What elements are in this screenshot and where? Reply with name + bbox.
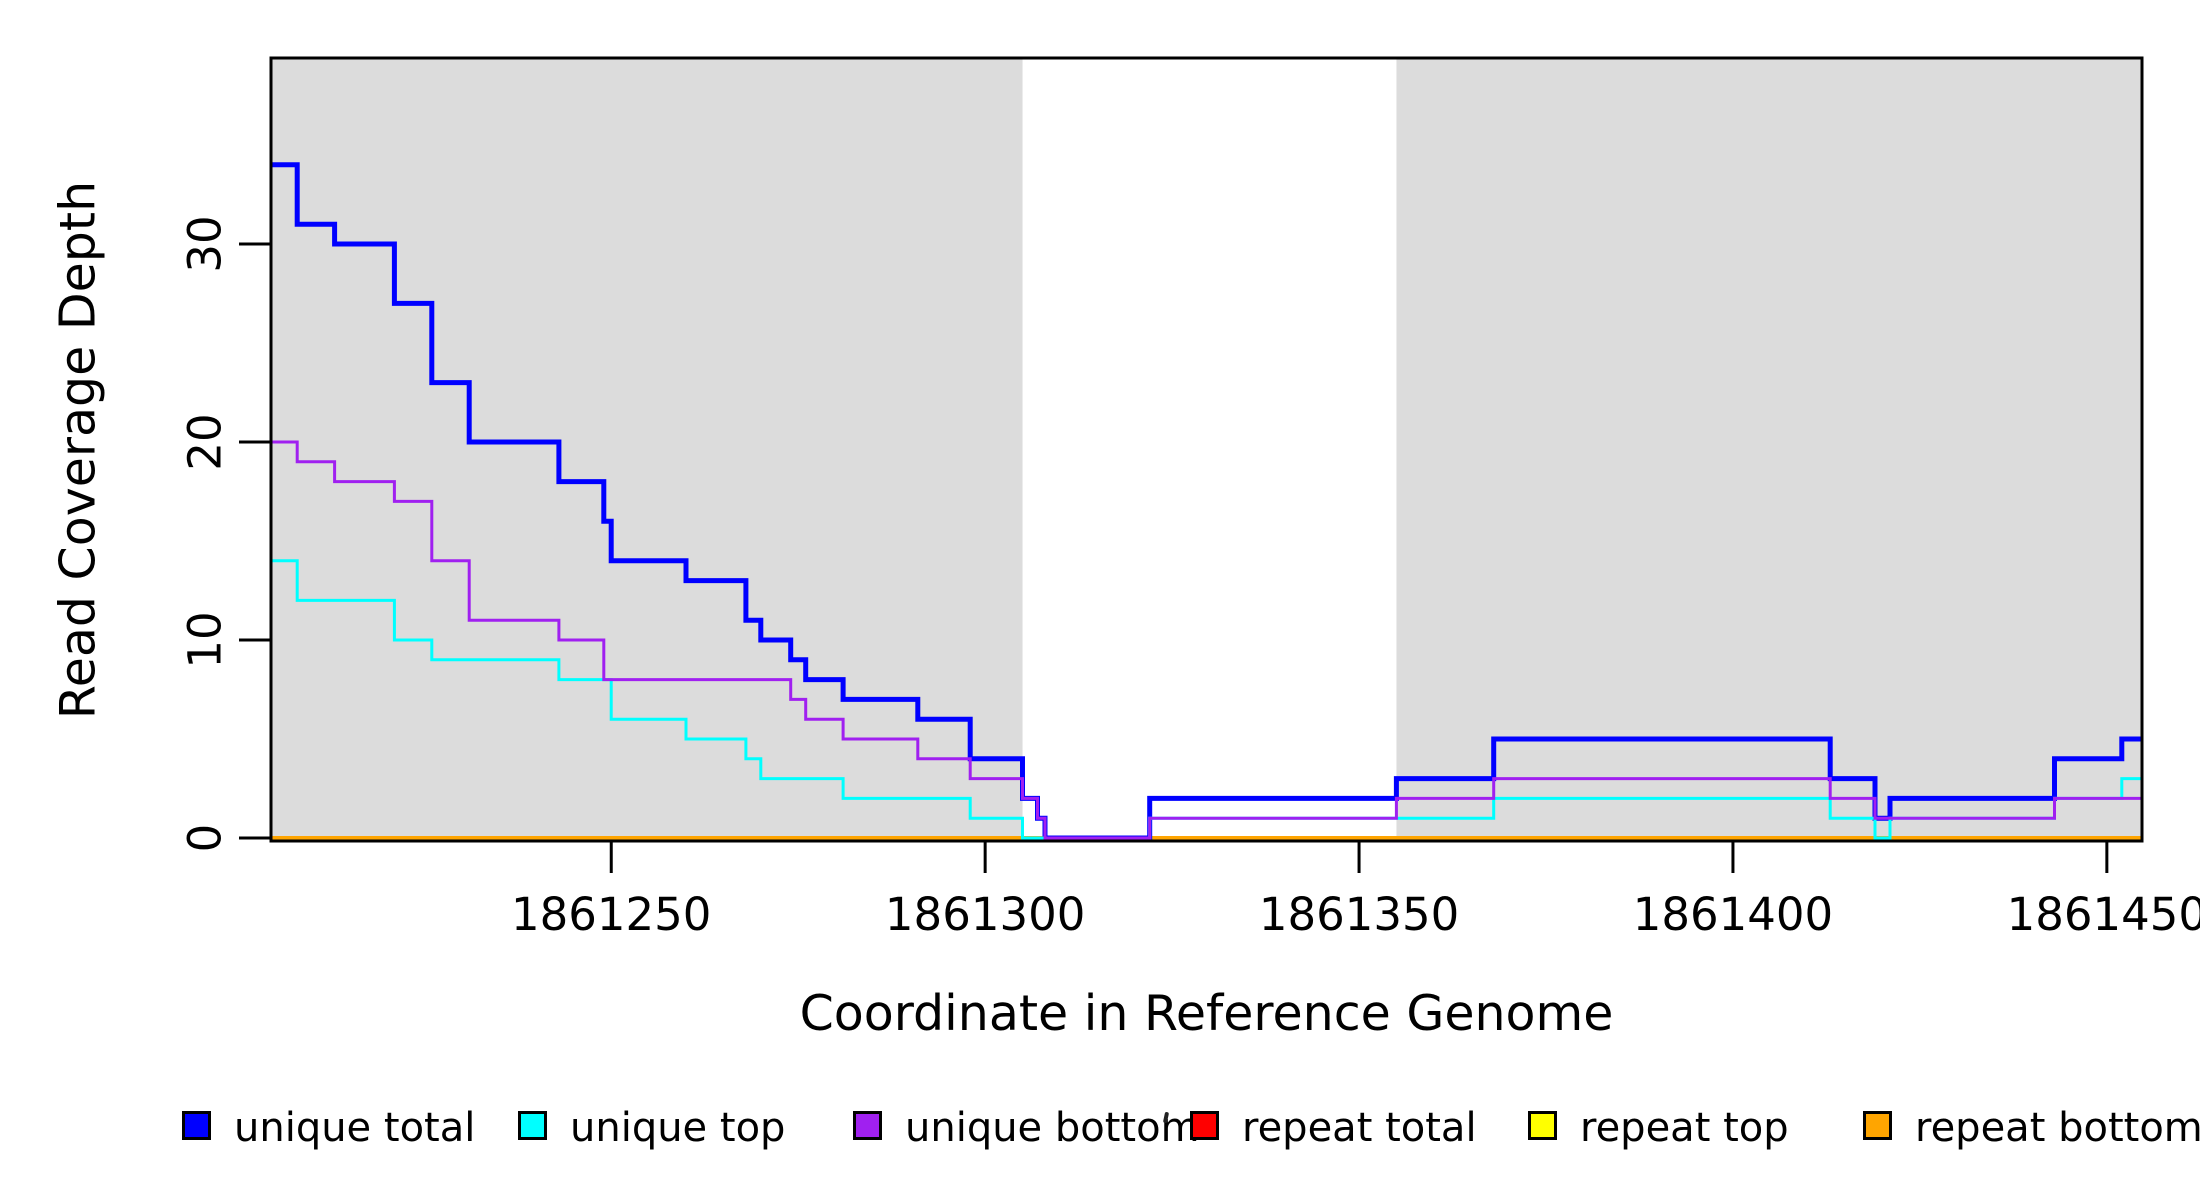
repeat-region-left [271,58,1023,841]
plot-border [269,56,2144,843]
coverage-step-lines [271,162,2142,841]
x-tick-label: 1861350 [1258,888,1460,941]
y-tick-label: 10 [178,611,232,669]
legend-label: unique top [570,1105,786,1151]
y-axis-title: Read Coverage Depth [49,180,107,720]
x-tick-label: 1861400 [1632,888,1834,941]
x-axis-title: Coordinate in Reference Genome [799,985,1614,1042]
y-tick-label: 20 [178,413,232,471]
series-line-unique-bottom [271,440,2142,840]
legend-label: unique bottom [905,1105,1200,1151]
legend-label: repeat total [1242,1105,1477,1151]
legend-swatch-repeat-total [1190,1111,1219,1140]
legend-swatch-unique-bottom [853,1111,882,1140]
repeat-region-right [1396,58,2142,841]
x-tick-label: 1861450 [2006,888,2200,941]
y-tick-label: 0 [178,823,232,853]
legend-swatch-unique-total [182,1111,211,1140]
legend-swatch-unique-top [518,1111,547,1140]
plot-border-box [269,56,2144,843]
legend-label: unique total [234,1105,476,1151]
y-tick-label: 30 [178,215,232,273]
shaded-repeat-regions [271,58,2142,841]
legend-swatch-repeat-top [1528,1111,1557,1140]
x-tick-label: 1861250 [511,888,712,941]
legend-label: repeat top [1580,1105,1789,1151]
axis-tick-marks [239,242,2109,873]
x-tick-label: 1861300 [884,888,1086,941]
legend-label: repeat bottom [1915,1105,2200,1151]
series-line-unique-top [271,559,2142,840]
legend-swatch-repeat-bottom [1863,1111,1892,1140]
series-line-unique-total [271,162,2142,841]
